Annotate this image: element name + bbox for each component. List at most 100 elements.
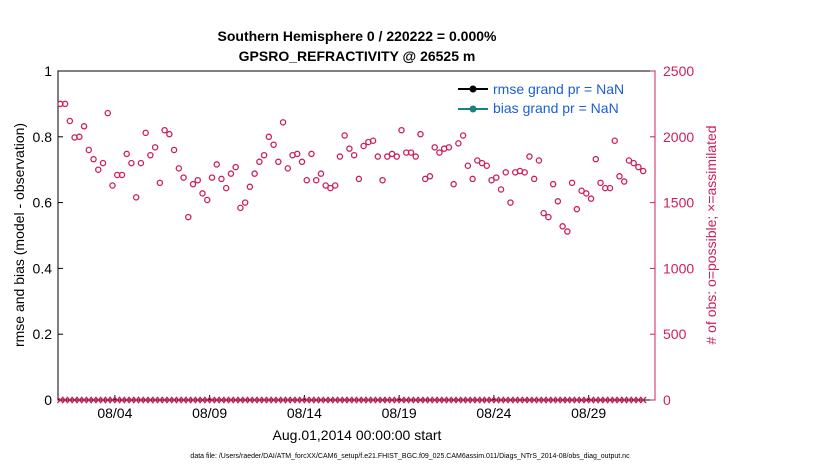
left-tick-label: 1 bbox=[44, 63, 52, 79]
left-tick-label: 0.8 bbox=[33, 129, 53, 145]
obs-possible-point bbox=[445, 144, 453, 151]
obs-possible-point bbox=[620, 178, 628, 185]
x-tick-label: 08/24 bbox=[476, 405, 511, 421]
obs-possible-point bbox=[625, 157, 633, 164]
x-axis-ticks: 08/04 08/09 08/14 08/19 08/24 08/29 bbox=[97, 395, 606, 421]
obs-possible-point bbox=[80, 123, 88, 130]
obs-possible-point bbox=[559, 223, 566, 230]
obs-possible-point bbox=[246, 183, 254, 191]
obs-possible-point bbox=[185, 213, 192, 221]
obs-possible-point bbox=[222, 184, 230, 192]
obs-possible-point bbox=[85, 146, 93, 154]
obs-possible-point bbox=[284, 165, 292, 172]
x-tick-label: 08/09 bbox=[192, 405, 227, 421]
obs-possible-point bbox=[341, 132, 348, 139]
obs-possible-point bbox=[469, 175, 476, 183]
obs-possible-point bbox=[213, 161, 220, 168]
series-assimilated bbox=[56, 396, 647, 404]
obs-possible-point bbox=[488, 176, 495, 184]
obs-possible-point bbox=[175, 165, 183, 172]
obs-possible-point bbox=[398, 126, 405, 134]
obs-possible-point bbox=[199, 190, 206, 197]
obs-possible-point bbox=[294, 150, 301, 158]
obs-possible-point bbox=[597, 179, 604, 187]
obs-possible-point bbox=[256, 158, 263, 166]
obs-possible-point bbox=[530, 175, 538, 183]
legend: rmse grand pr = NaN bias grand pr = NaN bbox=[454, 78, 650, 120]
obs-possible-point bbox=[573, 205, 581, 213]
obs-possible-point bbox=[156, 179, 164, 187]
obs-possible-point bbox=[99, 159, 107, 167]
y-axis-label-left: rmse and bias (model - observation) bbox=[11, 123, 27, 347]
obs-possible-point bbox=[66, 117, 74, 125]
right-axis-ticks: 0 500 1000 1500 2000 2500 bbox=[650, 63, 694, 408]
left-tick-label: 0 bbox=[44, 392, 52, 408]
obs-possible-point bbox=[147, 151, 154, 159]
obs-possible-point bbox=[450, 180, 457, 188]
obs-possible-point bbox=[241, 199, 249, 206]
obs-possible-point bbox=[76, 133, 83, 141]
obs-possible-point bbox=[616, 173, 623, 180]
obs-possible-point bbox=[388, 150, 396, 158]
obs-possible-point bbox=[142, 129, 149, 137]
obs-possible-point bbox=[421, 175, 429, 183]
obs-possible-point bbox=[426, 173, 434, 180]
obs-possible-point bbox=[374, 153, 382, 160]
right-tick-label: 2500 bbox=[663, 63, 694, 79]
obs-possible-point bbox=[549, 180, 557, 188]
obs-possible-point bbox=[251, 170, 258, 177]
chart-title-line2: GPSRO_REFRACTIVITY @ 26525 m bbox=[239, 48, 476, 64]
obs-possible-point bbox=[526, 153, 533, 160]
obs-possible-point bbox=[606, 184, 614, 192]
obs-possible-point bbox=[592, 155, 600, 163]
obs-possible-point bbox=[151, 144, 159, 151]
obs-possible-point bbox=[493, 174, 500, 181]
obs-possible-point bbox=[331, 182, 339, 189]
obs-possible-point bbox=[535, 157, 543, 164]
obs-assimilated-point bbox=[639, 396, 647, 404]
obs-possible-point bbox=[137, 159, 145, 167]
obs-possible-point bbox=[407, 149, 415, 156]
obs-possible-point bbox=[436, 149, 443, 156]
obs-possible-point bbox=[322, 182, 329, 189]
obs-possible-point bbox=[578, 187, 585, 195]
right-tick-label: 1500 bbox=[663, 195, 694, 211]
obs-possible-point bbox=[431, 144, 438, 151]
obs-possible-point bbox=[350, 151, 358, 159]
obs-possible-point bbox=[61, 100, 69, 108]
obs-possible-point bbox=[464, 162, 472, 170]
obs-possible-point bbox=[298, 158, 306, 166]
legend-bias-label: bias grand pr = NaN bbox=[493, 100, 619, 116]
obs-possible-point bbox=[379, 176, 386, 184]
obs-possible-point bbox=[327, 184, 334, 192]
obs-possible-point bbox=[270, 141, 277, 148]
obs-possible-point bbox=[208, 174, 216, 181]
right-tick-label: 0 bbox=[663, 392, 671, 408]
legend-rmse-label: rmse grand pr = NaN bbox=[493, 81, 624, 97]
obs-possible-point bbox=[521, 169, 528, 176]
obs-possible-point bbox=[90, 155, 97, 163]
plot-area bbox=[57, 70, 656, 401]
obs-possible-point bbox=[189, 180, 197, 188]
x-axis-label: Aug.01,2014 00:00:00 start bbox=[273, 427, 442, 443]
obs-possible-point bbox=[104, 109, 112, 117]
obs-possible-point bbox=[180, 174, 187, 181]
obs-possible-point bbox=[393, 153, 401, 160]
obs-possible-point bbox=[312, 176, 320, 184]
obs-possible-point bbox=[118, 171, 126, 179]
obs-possible-point bbox=[540, 209, 547, 217]
obs-possible-point bbox=[194, 176, 202, 184]
obs-possible-point bbox=[564, 228, 571, 235]
obs-possible-point bbox=[459, 132, 467, 139]
obs-possible-point bbox=[109, 182, 116, 189]
obs-possible-point bbox=[554, 198, 562, 205]
x-tick-label: 08/19 bbox=[382, 405, 417, 421]
obs-possible-point bbox=[474, 157, 481, 164]
obs-possible-point bbox=[317, 170, 325, 177]
left-axis-ticks: 0 0.2 0.4 0.6 0.8 1 bbox=[33, 63, 63, 408]
y-axis-label-right: # of obs: o=possible; ×=assimilated bbox=[703, 125, 719, 344]
obs-possible-point bbox=[203, 196, 211, 204]
right-tick-label: 2000 bbox=[663, 129, 694, 145]
obs-possible-point bbox=[587, 195, 595, 202]
